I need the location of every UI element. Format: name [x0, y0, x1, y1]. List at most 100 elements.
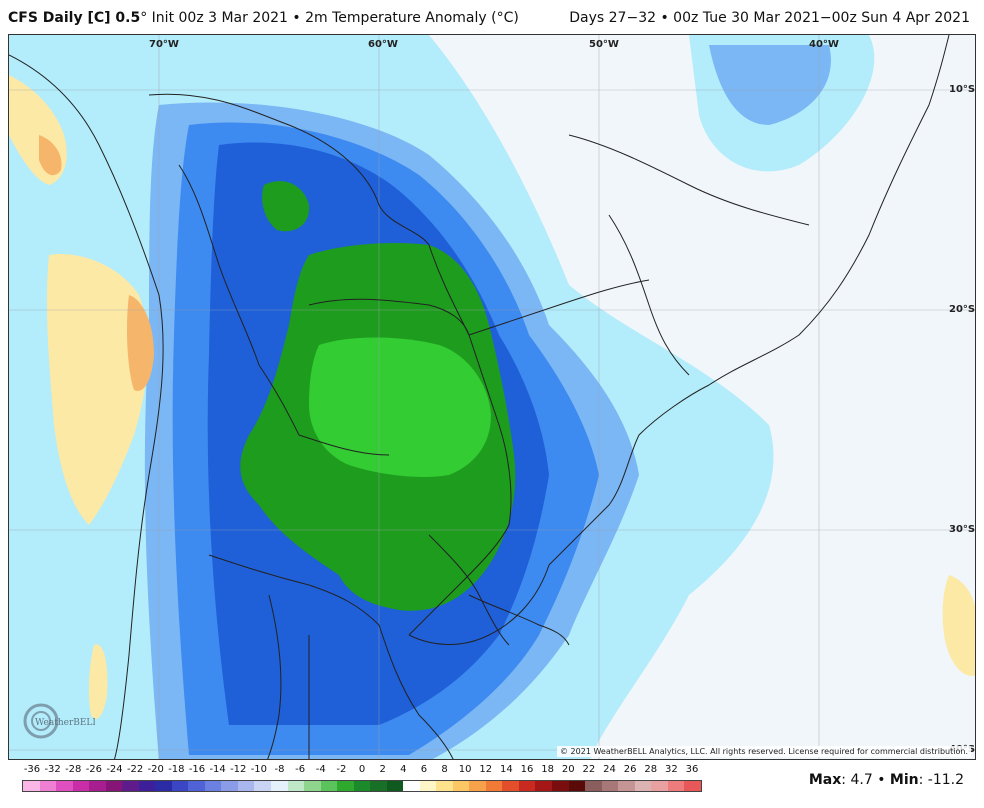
svg-text:WeatherBELL: WeatherBELL [35, 718, 95, 728]
colorbar-labels: -36 -32 -28 -26 -24 -22 -20 -18 -16 -14 -12 -10 -8 -6… [22, 764, 702, 778]
map-title: CFS Daily [C] 0.5° Init 00z 3 Mar 2021 •… [8, 10, 519, 26]
colorbar-swatch [337, 781, 354, 791]
colorbar-tick-label: -10 [250, 764, 268, 775]
colorbar-tick-label: 32 [665, 764, 678, 775]
colorbar-swatch [403, 781, 420, 791]
colorbar-swatch [436, 781, 453, 791]
lat-label-10s: 10°S [949, 84, 976, 95]
colorbar-tick-label: 14 [500, 764, 513, 775]
max-min-readout: Max: 4.7 • Min: -11.2 [808, 772, 964, 788]
colorbar-tick-label: 4 [400, 764, 407, 775]
anomaly-lightblue-northeast [709, 45, 831, 125]
anomaly-map: 70°W 60°W 50°W 40°W 10°S 20°S 30°S 40°S … [8, 34, 976, 760]
colorbar-swatch [651, 781, 668, 791]
colorbar-tick-label: 26 [623, 764, 637, 775]
colorbar-swatch [72, 781, 90, 791]
colorbar-swatch [188, 781, 205, 791]
colorbar-swatch [155, 781, 172, 791]
colorbar-swatch [138, 781, 156, 791]
colorbar-swatch [105, 781, 123, 791]
colorbar-tick-label: -32 [44, 764, 61, 775]
colorbar-tick-label: -28 [65, 764, 82, 775]
anomaly-warm-south [88, 644, 108, 719]
colorbar-swatch [386, 781, 404, 791]
colorbar-swatch [618, 781, 635, 791]
colorbar-tick-label: 24 [603, 764, 616, 775]
max-value: : 4.7 [841, 772, 873, 788]
colorbar-tick-label: 10 [458, 764, 472, 775]
lon-label-50w: 50°W [589, 39, 619, 50]
graticule [9, 35, 975, 759]
colorbar-swatch [171, 781, 189, 791]
colorbar-swatch [634, 781, 652, 791]
valid-period: Days 27−32 • 00z Tue 30 Mar 2021−00z Sun… [569, 10, 970, 26]
lat-label-30s: 30°S [949, 524, 976, 535]
colorbar-tick-label: -16 [188, 764, 206, 775]
colorbar-tick-label: 2 [379, 764, 386, 775]
colorbar-swatch [237, 781, 255, 791]
colorbar-tick-label: -18 [168, 764, 185, 775]
map-header: CFS Daily [C] 0.5° Init 00z 3 Mar 2021 •… [0, 0, 984, 34]
colorbar-tick-label: 36 [685, 764, 699, 775]
colorbar-tick-label: -24 [106, 764, 123, 775]
colorbar-swatch [204, 781, 222, 791]
colorbar-tick-label: -14 [209, 764, 226, 775]
colorbar-tick-label: -22 [126, 764, 144, 775]
lat-label-20s: 20°S [949, 304, 976, 315]
colorbar-swatches [22, 780, 702, 792]
colorbar-tick-label: 22 [582, 764, 596, 775]
colorbar-swatch [23, 781, 40, 791]
colorbar-tick-label: -6 [295, 764, 306, 775]
colorbar-swatch [370, 781, 387, 791]
colorbar-swatch [270, 781, 288, 791]
colorbar-swatch [89, 781, 106, 791]
lon-label-40w: 40°W [809, 39, 839, 50]
weatherbell-logo: WeatherBELL [23, 697, 95, 745]
colorbar-swatch [452, 781, 470, 791]
colorbar-tick-label: -12 [230, 764, 247, 775]
colorbar-swatch [684, 781, 701, 791]
colorbar-tick-label: 12 [479, 764, 493, 775]
field-name: 2m Temperature Anomaly (°C) [305, 10, 519, 26]
min-value: : -11.2 [918, 772, 964, 788]
colorbar-swatch [518, 781, 536, 791]
init-time: Init 00z 3 Mar 2021 [151, 10, 288, 26]
colorbar-swatch [56, 781, 73, 791]
colorbar-tick-label: 16 [520, 764, 534, 775]
colorbar-swatch [568, 781, 586, 791]
colorbar-tick-label: 28 [644, 764, 658, 775]
colorbar-swatch [601, 781, 619, 791]
anomaly-green-blob-north [262, 181, 310, 232]
map-canvas [9, 35, 975, 759]
colorbar-swatch [254, 781, 271, 791]
colorbar-tick-label: 18 [541, 764, 554, 775]
colorbar-swatch [304, 781, 321, 791]
lon-label-70w: 70°W [149, 39, 179, 50]
colorbar-swatch [122, 781, 139, 791]
colorbar-swatch [535, 781, 552, 791]
colorbar-tick-label: -36 [23, 764, 41, 775]
lon-label-60w: 60°W [368, 39, 398, 50]
colorbar-swatch [353, 781, 371, 791]
colorbar-tick-label: 6 [420, 764, 428, 775]
colorbar-swatch [419, 781, 437, 791]
colorbar-swatch [221, 781, 238, 791]
colorbar-tick-label: -2 [336, 764, 347, 775]
colorbar-swatch [667, 781, 685, 791]
colorbar-swatch [552, 781, 569, 791]
colorbar-swatch [39, 781, 57, 791]
colorbar-swatch [485, 781, 503, 791]
colorbar-swatch [287, 781, 305, 791]
colorbar-swatch [502, 781, 519, 791]
colorbar-tick-label: -8 [274, 764, 285, 775]
copyright-notice: © 2021 WeatherBELL Analytics, LLC. All r… [557, 746, 971, 757]
anomaly-warm-southeast [942, 575, 975, 676]
anomaly-brightgreen-core [309, 337, 491, 477]
anomaly-orange-west [126, 295, 154, 391]
colorbar-tick-label: -26 [85, 764, 103, 775]
colorbar-swatch [320, 781, 338, 791]
colorbar-tick-label: 20 [561, 764, 575, 775]
colorbar-tick-label: -4 [315, 764, 326, 775]
borders [9, 35, 950, 759]
anomaly-orange-northwest [39, 135, 62, 176]
